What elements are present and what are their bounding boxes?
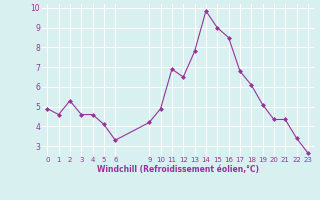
X-axis label: Windchill (Refroidissement éolien,°C): Windchill (Refroidissement éolien,°C) [97, 165, 259, 174]
